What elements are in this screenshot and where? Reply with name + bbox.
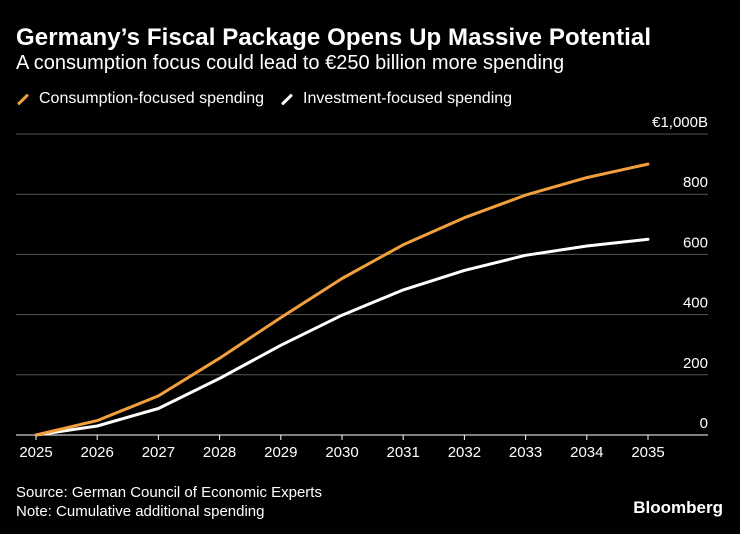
legend-label-investment: Investment-focused spending (303, 90, 513, 107)
x-tick-label-2034: 2034 (570, 444, 603, 461)
y-tick-label-1000: €1,000B (652, 114, 708, 131)
y-tick-label-200: 200 (683, 355, 708, 372)
y-tick-label-400: 400 (683, 295, 708, 312)
legend-item-consumption: Consumption-focused spending (16, 90, 264, 108)
series-line-investment (34, 237, 650, 437)
footnote: Note: Cumulative additional spending (16, 503, 265, 520)
x-tick-label-2030: 2030 (325, 444, 358, 461)
legend: Consumption-focused spending Investment-… (16, 90, 528, 108)
x-tick-label-2032: 2032 (448, 444, 481, 461)
x-tick-label-2033: 2033 (509, 444, 542, 461)
y-tick-label-800: 800 (683, 174, 708, 191)
chart-title: Germany’s Fiscal Package Opens Up Massiv… (16, 24, 652, 51)
x-tick-label-2025: 2025 (19, 444, 52, 461)
y-tick-label-600: 600 (683, 234, 708, 251)
x-tick-label-2028: 2028 (203, 444, 236, 461)
legend-item-investment: Investment-focused spending (280, 90, 512, 108)
series-line-consumption (34, 162, 650, 437)
x-tick-label-2026: 2026 (81, 444, 114, 461)
chart-subtitle: A consumption focus could lead to €250 b… (16, 52, 565, 74)
source-note: Source: German Council of Economic Exper… (16, 484, 322, 501)
y-tick-label-0: 0 (700, 415, 708, 432)
bloomberg-logo: Bloomberg (633, 498, 723, 517)
x-tick-label-2029: 2029 (264, 444, 297, 461)
x-tick-label-2031: 2031 (387, 444, 420, 461)
x-tick-label-2027: 2027 (142, 444, 175, 461)
x-tick-label-2035: 2035 (631, 444, 664, 461)
legend-label-consumption: Consumption-focused spending (39, 90, 265, 107)
